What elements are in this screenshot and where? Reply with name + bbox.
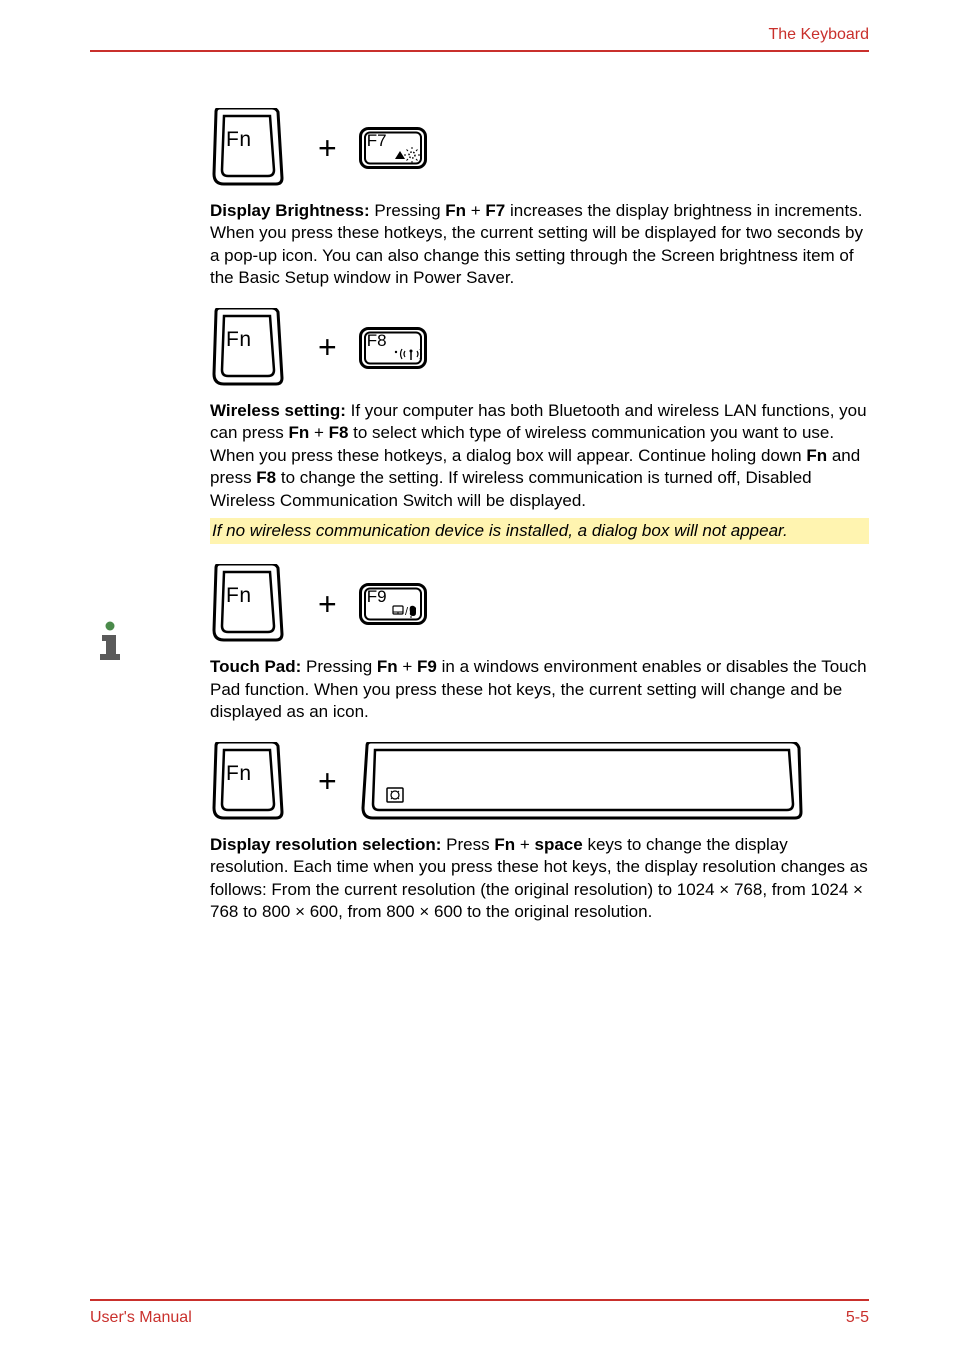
plus-icon: + [318, 586, 337, 623]
text: Pressing [301, 657, 377, 676]
text: Press [441, 835, 494, 854]
wireless-label: Wireless setting: [210, 401, 346, 420]
content-area: Fn + F7 Disp [210, 90, 869, 929]
f9-key: / F9 [359, 583, 427, 625]
fn-key-label: Fn [226, 762, 252, 786]
f7-key: F7 [359, 127, 427, 169]
fn-key: Fn [210, 108, 296, 188]
key-combo-touchpad: Fn + / F9 [210, 564, 869, 644]
key-ref: F9 [417, 657, 437, 676]
fn-key: Fn [210, 742, 296, 822]
footer-right: 5-5 [846, 1309, 869, 1327]
touchpad-paragraph: Touch Pad: Pressing Fn + F9 in a windows… [210, 656, 869, 723]
f7-key-label: F7 [367, 131, 387, 151]
key-ref: F8 [329, 423, 349, 442]
f9-key-label: F9 [367, 587, 387, 607]
footer-left: User's Manual [90, 1309, 192, 1327]
note-text: If no wireless communication device is i… [210, 518, 869, 544]
key-ref: Fn [445, 201, 466, 220]
info-icon [90, 620, 140, 669]
header-rule [90, 50, 869, 52]
resolution-paragraph: Display resolution selection: Press Fn +… [210, 834, 869, 924]
f8-key: F8 [359, 327, 427, 369]
fn-key: Fn [210, 308, 296, 388]
plus-icon: + [318, 763, 337, 800]
key-ref: space [535, 835, 583, 854]
plus-icon: + [318, 329, 337, 366]
fn-key-shape [210, 564, 296, 644]
key-combo-brightness: Fn + F7 [210, 108, 869, 188]
resolution-label: Display resolution selection: [210, 835, 441, 854]
text: + [309, 423, 328, 442]
wireless-paragraph: Wireless setting: If your computer has b… [210, 400, 869, 512]
brightness-paragraph: Display Brightness: Pressing Fn + F7 inc… [210, 200, 869, 290]
key-ref: F7 [485, 201, 505, 220]
key-combo-wireless: Fn + F8 [210, 308, 869, 388]
text: to change the setting. If wireless commu… [210, 468, 812, 509]
touchpad-label: Touch Pad: [210, 657, 301, 676]
text: Pressing [370, 201, 446, 220]
fn-key: Fn [210, 564, 296, 644]
key-ref: Fn [288, 423, 309, 442]
text: + [398, 657, 417, 676]
page: The Keyboard Fn + [0, 0, 954, 1351]
space-key-shape [359, 742, 805, 822]
fn-key-label: Fn [226, 584, 252, 608]
key-ref: Fn [377, 657, 398, 676]
key-ref: Fn [806, 446, 827, 465]
key-combo-resolution: Fn + [210, 742, 869, 822]
text: + [466, 201, 485, 220]
fn-key-shape [210, 308, 296, 388]
fn-key-shape [210, 742, 296, 822]
header-title: The Keyboard [768, 26, 869, 44]
plus-icon: + [318, 130, 337, 167]
fn-key-shape [210, 108, 296, 188]
footer-rule [90, 1299, 869, 1301]
key-ref: F8 [256, 468, 276, 487]
f8-key-label: F8 [367, 331, 387, 351]
space-key [359, 742, 805, 822]
note-box: If no wireless communication device is i… [210, 518, 869, 544]
text: + [515, 835, 534, 854]
brightness-label: Display Brightness: [210, 201, 370, 220]
resolution-icon [385, 786, 405, 804]
fn-key-label: Fn [226, 128, 252, 152]
key-ref: Fn [494, 835, 515, 854]
fn-key-label: Fn [226, 328, 252, 352]
